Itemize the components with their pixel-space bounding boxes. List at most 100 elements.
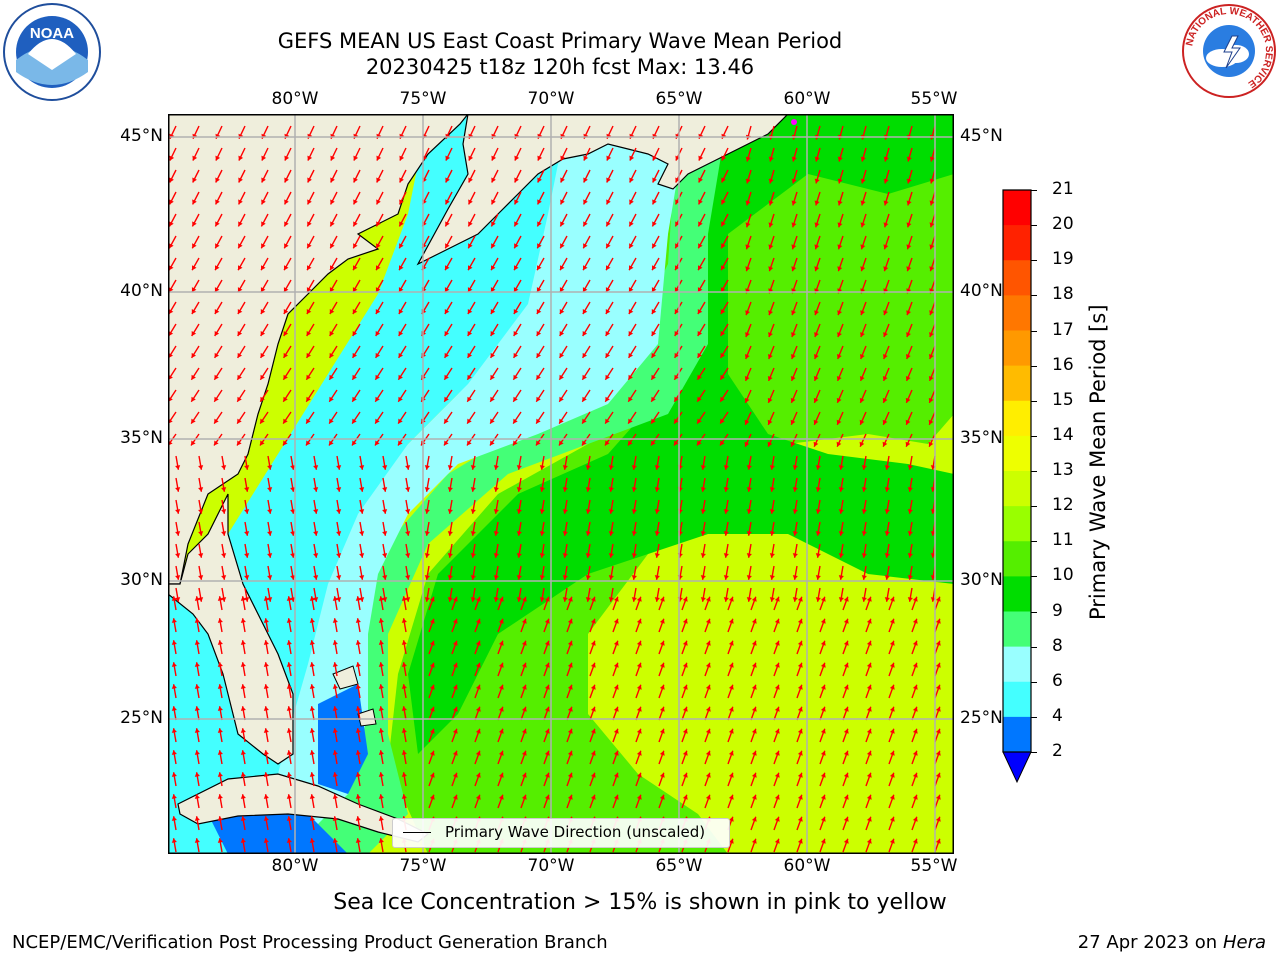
wave-arrow-head <box>768 310 773 316</box>
wave-arrow-head <box>429 618 435 624</box>
wave-arrow-head <box>907 575 913 580</box>
wave-arrow-head <box>537 265 542 271</box>
colorbar-tick: 10 <box>1052 565 1074 586</box>
wave-arrow-head <box>332 618 338 623</box>
wave-arrow-head <box>628 331 634 336</box>
wave-arrow-head <box>516 553 522 558</box>
wave-arrow-head <box>814 156 820 162</box>
wave-arrow-head <box>682 596 688 602</box>
wave-arrow-head <box>613 750 619 756</box>
wave-arrow-head <box>705 794 711 800</box>
wave-arrow-head <box>424 575 430 580</box>
wave-arrow-head <box>866 706 872 712</box>
wave-arrow-head <box>705 706 711 712</box>
wave-arrow-head <box>929 156 935 162</box>
wave-arrow-head <box>843 838 849 844</box>
wave-arrow-head <box>284 265 289 271</box>
wave-arrow-head <box>215 177 220 183</box>
wave-arrow-head <box>452 706 458 712</box>
wave-arrow-head <box>559 440 564 446</box>
wave-arrow-head <box>355 596 361 601</box>
field-8-9s <box>228 114 688 854</box>
wave-arrow-head <box>746 575 752 580</box>
wave-arrow-head <box>493 575 499 580</box>
wave-arrow-head <box>359 531 365 536</box>
wave-arrow-head <box>452 684 458 690</box>
wave-arrow-head <box>544 794 550 800</box>
wave-arrow-head <box>608 487 614 492</box>
wave-arrow-head <box>514 243 519 249</box>
wave-arrow-head <box>636 728 642 734</box>
wave-arrow-head <box>429 706 435 712</box>
wave-arrow-head <box>636 684 642 690</box>
wave-arrow-head <box>636 794 642 800</box>
wave-arrow-head <box>884 575 890 580</box>
wave-arrow-head <box>814 310 819 316</box>
map-legend: Primary Wave Direction (unscaled) <box>392 818 730 848</box>
wave-arrow-head <box>675 243 680 249</box>
wave-arrow-head <box>860 332 865 337</box>
map-panel <box>168 114 954 854</box>
wave-arrow-head <box>912 750 918 756</box>
wave-arrow-head <box>651 440 656 446</box>
wave-arrow-head <box>590 728 596 734</box>
wave-arrow-head <box>628 352 633 358</box>
wave-arrow-head <box>192 221 197 227</box>
wave-arrow-head <box>585 553 591 558</box>
wave-arrow-head <box>401 794 407 799</box>
wave-arrow-head <box>723 575 729 580</box>
wave-arrow-head <box>605 418 610 424</box>
wave-arrow-head <box>674 331 680 336</box>
wave-arrow-head <box>516 465 522 470</box>
lon-tick-bottom: 75°W <box>399 856 447 876</box>
wave-arrow-head <box>751 838 757 844</box>
wave-arrow-head <box>814 244 820 250</box>
wave-arrow-head <box>912 662 918 668</box>
wave-arrow-head <box>838 597 844 602</box>
wave-arrow-head <box>751 750 757 756</box>
wave-arrow-head <box>935 706 941 712</box>
wave-arrow-head <box>267 575 273 580</box>
wave-arrow-head <box>751 618 757 624</box>
wave-arrow-head <box>215 265 220 271</box>
wave-arrow-head <box>493 465 499 470</box>
wave-arrow-head <box>194 816 200 821</box>
wave-arrow-head <box>860 244 866 250</box>
wave-arrow-head <box>935 640 941 646</box>
wave-arrow-head <box>398 287 404 293</box>
wave-arrow-head <box>283 287 289 293</box>
wave-arrow-head <box>567 596 573 602</box>
colorbar-tick-mark <box>1031 611 1037 613</box>
wave-arrow-head <box>560 265 565 271</box>
colorbar-tick: 18 <box>1052 284 1074 305</box>
wave-arrow-head <box>866 794 872 800</box>
wave-arrow-head <box>238 199 243 205</box>
wave-arrow-head <box>590 662 596 668</box>
wave-arrow-head <box>470 597 476 602</box>
wave-arrow-head <box>682 684 688 690</box>
wave-arrow-head <box>286 728 292 733</box>
colorbar-bin <box>1003 400 1031 437</box>
wave-arrow-head <box>560 177 565 183</box>
colorbar-tick: 14 <box>1052 424 1074 445</box>
wave-arrow-head <box>175 575 181 580</box>
wave-arrow-head <box>866 640 872 646</box>
wave-arrow-head <box>860 222 866 228</box>
wave-arrow-head <box>336 553 342 558</box>
wave-arrow-head <box>537 199 542 205</box>
wave-arrow-head <box>590 596 596 602</box>
wave-arrow-head <box>791 244 797 250</box>
wave-arrow-head <box>792 597 798 602</box>
wave-arrow-head <box>240 684 246 689</box>
wave-arrow-head <box>744 419 750 425</box>
wave-arrow-head <box>401 640 407 645</box>
wave-arrow-head <box>769 465 775 470</box>
wave-arrow-head <box>429 728 435 734</box>
wave-arrow-head <box>447 575 453 580</box>
wave-arrow-head <box>866 618 872 624</box>
wave-arrow-head <box>539 553 545 558</box>
wave-arrow-head <box>447 509 453 514</box>
wave-arrow-head <box>221 597 227 602</box>
wave-arrow-head <box>843 618 849 624</box>
wave-arrow-head <box>721 265 726 271</box>
